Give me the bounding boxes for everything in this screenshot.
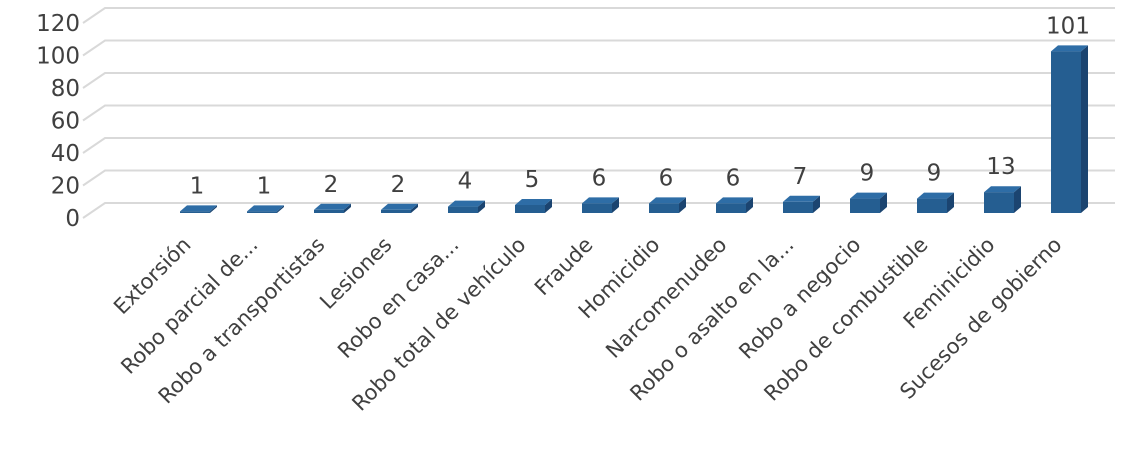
bar (448, 200, 485, 213)
bar (180, 205, 217, 213)
data-label: 1 (257, 173, 272, 199)
y-tick-label: 100 (36, 44, 80, 70)
y-tick-label: 20 (51, 174, 80, 200)
bar-top (917, 192, 954, 199)
gridline (82, 137, 1115, 154)
bar (381, 203, 418, 213)
bar-front (917, 198, 947, 213)
gridlines (82, 7, 1115, 219)
bar (984, 186, 1021, 213)
y-tick-label: 40 (51, 141, 80, 167)
bar-front (180, 211, 210, 213)
x-tick-label: Robo a negocio (734, 233, 865, 364)
bar (582, 197, 619, 213)
bar-side (679, 197, 686, 213)
bar-front (783, 201, 813, 213)
bar-side (880, 192, 887, 213)
bar-top (515, 198, 552, 205)
data-label: 6 (592, 165, 607, 191)
bar (649, 197, 686, 213)
data-label: 9 (860, 161, 875, 187)
bar-side (344, 203, 351, 213)
data-label: 7 (793, 164, 808, 190)
bar-front (314, 209, 344, 213)
data-label: 5 (525, 167, 540, 193)
data-label: 101 (1046, 13, 1090, 39)
gridline (82, 7, 1115, 24)
y-tick-label: 120 (36, 11, 80, 37)
data-labels: 1 1 2 2 4 5 6 6 6 7 9 9 13 101 (190, 13, 1090, 199)
gridline (82, 202, 1115, 219)
gridline (82, 169, 1115, 187)
gridline (82, 72, 1115, 89)
bar (515, 198, 552, 213)
y-tick-label: 0 (65, 206, 80, 232)
bar (850, 192, 887, 213)
bar-side (277, 205, 284, 213)
data-label: 13 (986, 154, 1015, 180)
bar-front (515, 204, 545, 213)
bar-top (180, 205, 217, 212)
bar-side (545, 198, 552, 213)
x-tick-label: Robo en casa... (333, 233, 463, 363)
bar-top (582, 197, 619, 204)
data-label: 2 (391, 172, 406, 198)
bar-front (649, 203, 679, 213)
bar-front (381, 209, 411, 213)
bar-front (850, 198, 880, 213)
bar-top (314, 203, 351, 210)
bar (247, 205, 284, 213)
bar-top (381, 203, 418, 210)
bar-side (612, 197, 619, 213)
bar-top (448, 200, 485, 207)
bar-side (813, 195, 820, 213)
data-label: 6 (659, 165, 674, 191)
bar-front (716, 203, 746, 213)
bar-top (247, 205, 284, 212)
bar-side (1014, 186, 1021, 213)
bar-top (850, 192, 887, 199)
bar-top (716, 197, 753, 204)
data-label: 2 (324, 172, 339, 198)
bar-side (210, 205, 217, 213)
bar-side (947, 192, 954, 213)
data-label: 1 (190, 173, 205, 199)
bar-front (984, 192, 1014, 213)
bar-top (649, 197, 686, 204)
bar (917, 192, 954, 213)
gridline (82, 104, 1115, 122)
bar-side (411, 203, 418, 213)
bar-front (582, 203, 612, 213)
x-tick-label: Narcomenudeo (601, 233, 731, 363)
bar (314, 203, 351, 213)
bar (783, 195, 820, 213)
y-tick-label: 80 (51, 76, 80, 102)
data-label: 9 (927, 161, 942, 187)
bar-top (984, 186, 1021, 193)
bar-front (448, 206, 478, 213)
data-label: 6 (726, 165, 741, 191)
gridline (82, 39, 1115, 57)
bar (716, 197, 753, 213)
y-tick-label: 60 (51, 109, 80, 135)
bar-side (1081, 45, 1088, 213)
bar (1051, 45, 1088, 213)
bars (180, 45, 1088, 213)
y-axis-ticks: 0 20 40 60 80 100 120 (36, 11, 80, 232)
bar-front (247, 211, 277, 213)
data-label: 4 (458, 169, 473, 195)
bar-side (746, 197, 753, 213)
x-tick-label: Fraude (530, 233, 598, 301)
bar-top (1051, 45, 1088, 52)
bar-top (783, 195, 820, 202)
bar-front (1051, 51, 1081, 213)
bar-side (478, 200, 485, 213)
